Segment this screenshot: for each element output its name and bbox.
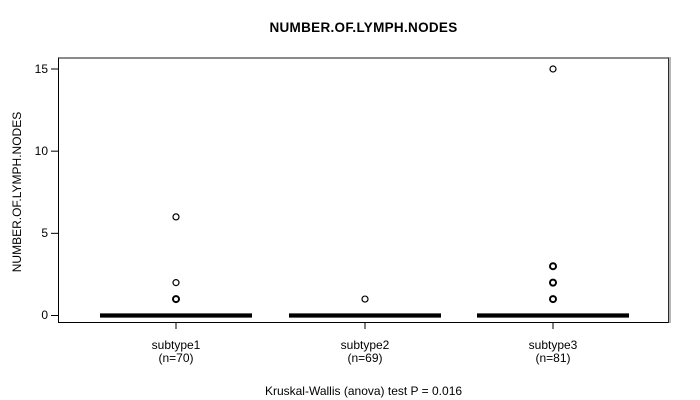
plot-area <box>58 57 669 323</box>
outlier-point <box>361 295 369 303</box>
outlier-point <box>172 213 180 221</box>
chart-title: NUMBER.OF.LYMPH.NODES <box>269 20 458 35</box>
group-n: (n=69) <box>347 350 383 365</box>
stat-test-caption: Kruskal-Wallis (anova) test P = 0.016 <box>264 384 463 398</box>
y-tick-label: 0 <box>41 308 48 322</box>
outlier-point <box>549 295 557 304</box>
group-name: subtype3 <box>528 338 578 352</box>
y-tick-label: 5 <box>41 225 48 240</box>
y-tick-label: 10 <box>34 143 48 158</box>
group-name: subtype2 <box>340 338 390 352</box>
group-label: subtype1 (n=70) <box>106 339 246 364</box>
group-name: subtype1 <box>151 338 201 352</box>
outlier-point <box>172 295 180 304</box>
group-n: (n=70) <box>158 350 194 365</box>
outlier-point <box>549 65 557 73</box>
outlier-point <box>172 279 180 287</box>
group-label: subtype2 (n=69) <box>295 339 435 364</box>
outlier-point <box>549 278 557 287</box>
group-label: subtype3 (n=81) <box>483 339 623 364</box>
group-n: (n=81) <box>535 350 571 365</box>
y-tick-label: 15 <box>34 61 48 76</box>
outlier-point <box>549 262 557 271</box>
